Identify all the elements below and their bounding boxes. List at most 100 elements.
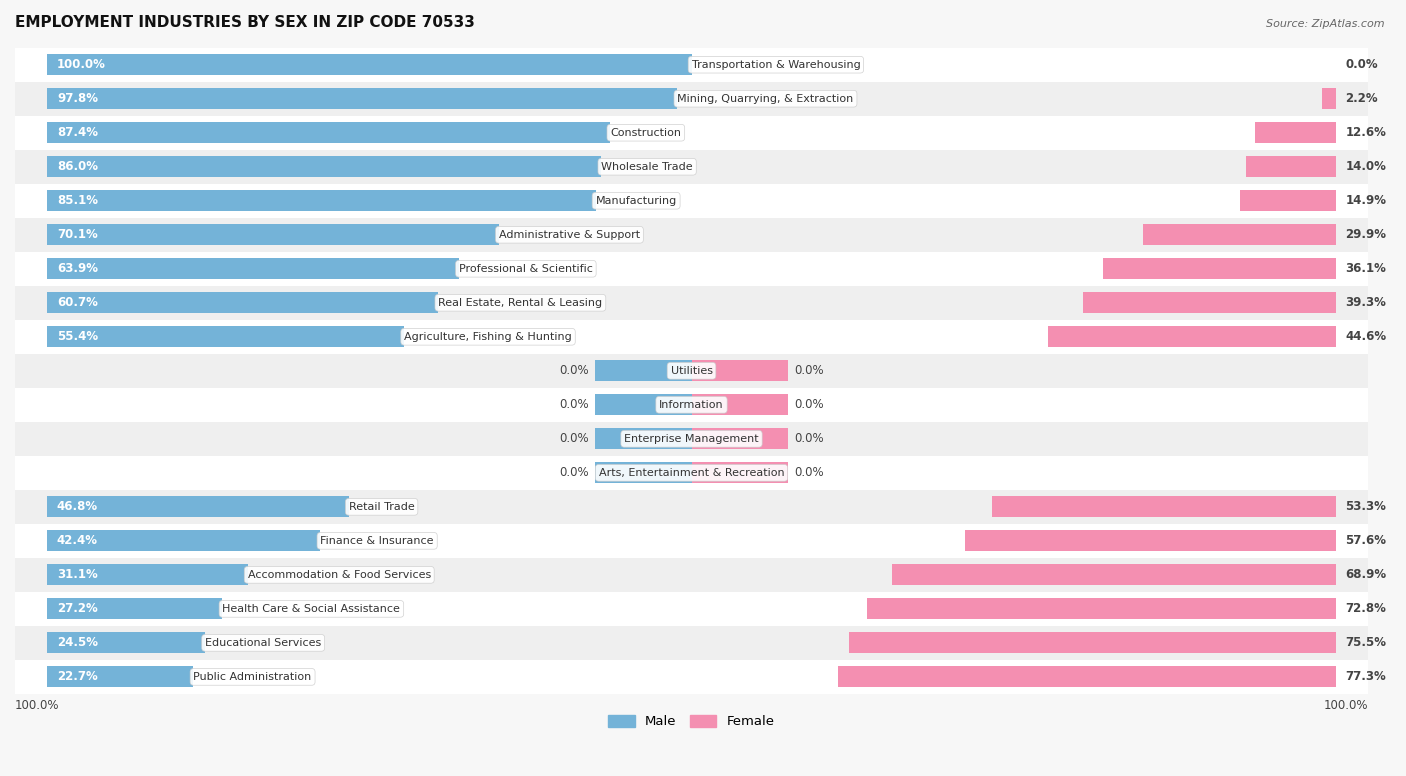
Text: 27.2%: 27.2%: [56, 602, 97, 615]
Text: Transportation & Warehousing: Transportation & Warehousing: [692, 60, 860, 70]
Text: 87.4%: 87.4%: [56, 126, 98, 139]
Text: Administrative & Support: Administrative & Support: [499, 230, 640, 240]
Text: 14.0%: 14.0%: [1346, 160, 1386, 173]
Bar: [866, 598, 1336, 619]
Text: 24.5%: 24.5%: [56, 636, 98, 650]
Bar: [692, 360, 789, 381]
Text: 0.0%: 0.0%: [794, 398, 824, 411]
Text: 2.2%: 2.2%: [1346, 92, 1378, 106]
Bar: [15, 558, 1368, 592]
Text: 44.6%: 44.6%: [1346, 331, 1386, 343]
Bar: [595, 360, 692, 381]
Text: Manufacturing: Manufacturing: [596, 196, 676, 206]
Text: Source: ZipAtlas.com: Source: ZipAtlas.com: [1267, 19, 1385, 29]
Text: Accommodation & Food Services: Accommodation & Food Services: [247, 570, 430, 580]
Bar: [595, 428, 692, 449]
Text: Arts, Entertainment & Recreation: Arts, Entertainment & Recreation: [599, 468, 785, 478]
Bar: [595, 462, 692, 483]
Text: 68.9%: 68.9%: [1346, 568, 1386, 581]
Text: 0.0%: 0.0%: [558, 466, 589, 480]
Bar: [692, 462, 789, 483]
Bar: [15, 490, 1368, 524]
Text: Mining, Quarrying, & Extraction: Mining, Quarrying, & Extraction: [678, 94, 853, 104]
Bar: [15, 626, 1368, 660]
Bar: [48, 497, 349, 518]
Text: 70.1%: 70.1%: [56, 228, 97, 241]
Bar: [15, 184, 1368, 218]
Bar: [15, 47, 1368, 81]
Bar: [15, 81, 1368, 116]
Text: Educational Services: Educational Services: [205, 638, 322, 648]
Text: 85.1%: 85.1%: [56, 194, 98, 207]
Bar: [849, 632, 1336, 653]
Bar: [1254, 122, 1336, 144]
Text: Utilities: Utilities: [671, 365, 713, 376]
Bar: [1104, 258, 1336, 279]
Bar: [965, 530, 1336, 552]
Text: 36.1%: 36.1%: [1346, 262, 1386, 275]
Text: 57.6%: 57.6%: [1346, 535, 1386, 547]
Bar: [838, 667, 1336, 688]
Bar: [15, 251, 1368, 286]
Bar: [48, 293, 439, 314]
Text: 86.0%: 86.0%: [56, 160, 98, 173]
Bar: [15, 592, 1368, 626]
Bar: [15, 320, 1368, 354]
Text: 100.0%: 100.0%: [56, 58, 105, 71]
Text: EMPLOYMENT INDUSTRIES BY SEX IN ZIP CODE 70533: EMPLOYMENT INDUSTRIES BY SEX IN ZIP CODE…: [15, 15, 475, 30]
Bar: [48, 88, 678, 109]
Bar: [692, 394, 789, 415]
Bar: [15, 354, 1368, 388]
Text: 60.7%: 60.7%: [56, 296, 98, 310]
Text: 42.4%: 42.4%: [56, 535, 98, 547]
Bar: [15, 388, 1368, 422]
Bar: [48, 632, 205, 653]
Bar: [48, 258, 458, 279]
Text: 0.0%: 0.0%: [1346, 58, 1378, 71]
Text: 0.0%: 0.0%: [794, 466, 824, 480]
Bar: [48, 564, 247, 585]
Bar: [595, 394, 692, 415]
Text: Agriculture, Fishing & Hunting: Agriculture, Fishing & Hunting: [404, 332, 572, 341]
Text: 0.0%: 0.0%: [558, 432, 589, 445]
Text: Construction: Construction: [610, 128, 682, 137]
Bar: [1240, 190, 1336, 211]
Bar: [1143, 224, 1336, 245]
Text: 0.0%: 0.0%: [794, 364, 824, 377]
Text: 14.9%: 14.9%: [1346, 194, 1386, 207]
Text: 22.7%: 22.7%: [56, 670, 97, 684]
Text: Information: Information: [659, 400, 724, 410]
Text: Wholesale Trade: Wholesale Trade: [602, 161, 693, 171]
Text: 0.0%: 0.0%: [794, 432, 824, 445]
Text: 53.3%: 53.3%: [1346, 501, 1386, 514]
Bar: [48, 667, 194, 688]
Text: 46.8%: 46.8%: [56, 501, 98, 514]
Bar: [48, 156, 602, 177]
Text: 31.1%: 31.1%: [56, 568, 97, 581]
Text: 12.6%: 12.6%: [1346, 126, 1386, 139]
Text: 0.0%: 0.0%: [558, 364, 589, 377]
Bar: [1083, 293, 1336, 314]
Legend: Male, Female: Male, Female: [603, 710, 780, 733]
Bar: [15, 524, 1368, 558]
Text: Health Care & Social Assistance: Health Care & Social Assistance: [222, 604, 401, 614]
Bar: [15, 456, 1368, 490]
Bar: [48, 224, 499, 245]
Text: Real Estate, Rental & Leasing: Real Estate, Rental & Leasing: [439, 298, 602, 308]
Bar: [48, 598, 222, 619]
Bar: [15, 116, 1368, 150]
Text: 39.3%: 39.3%: [1346, 296, 1386, 310]
Text: 100.0%: 100.0%: [1323, 699, 1368, 712]
Bar: [48, 54, 692, 75]
Text: 72.8%: 72.8%: [1346, 602, 1386, 615]
Bar: [1049, 326, 1336, 348]
Bar: [48, 122, 610, 144]
Text: 29.9%: 29.9%: [1346, 228, 1386, 241]
Text: 97.8%: 97.8%: [56, 92, 98, 106]
Text: Retail Trade: Retail Trade: [349, 502, 415, 512]
Text: 77.3%: 77.3%: [1346, 670, 1386, 684]
Bar: [15, 286, 1368, 320]
Bar: [15, 218, 1368, 251]
Text: 55.4%: 55.4%: [56, 331, 98, 343]
Bar: [1246, 156, 1336, 177]
